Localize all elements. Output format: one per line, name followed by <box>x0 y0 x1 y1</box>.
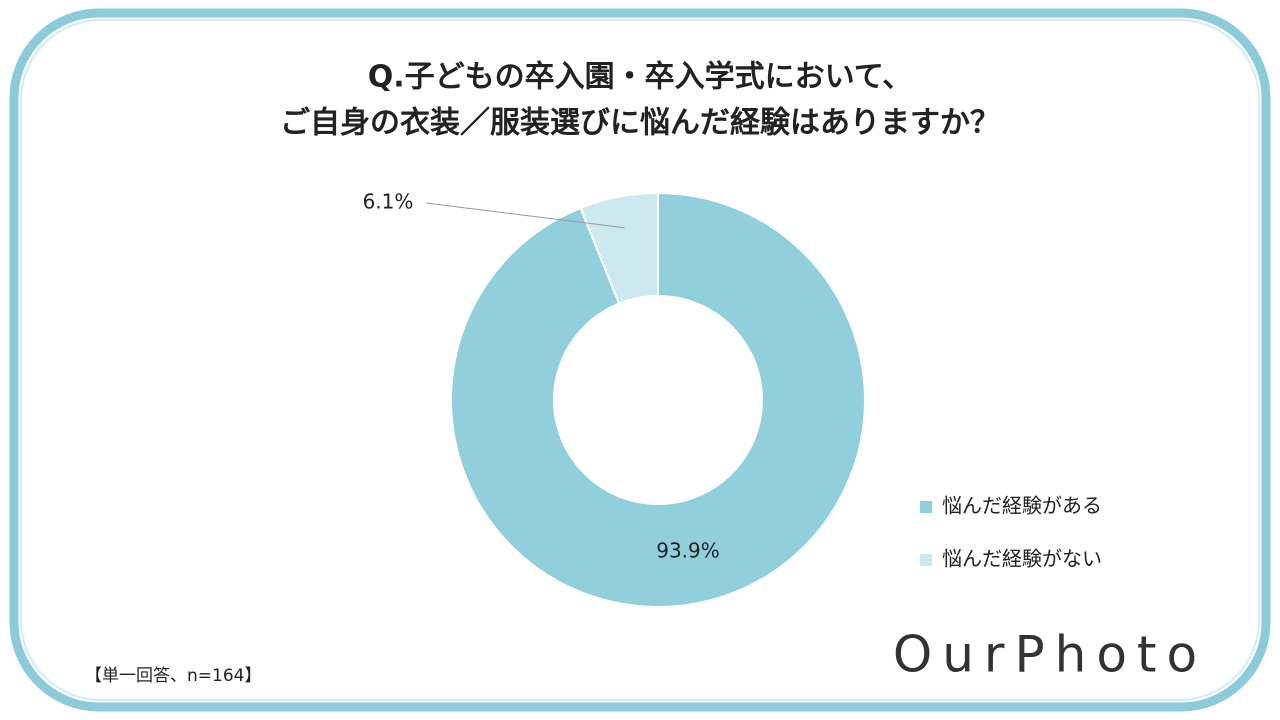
logo: OurPhoto <box>893 626 1207 684</box>
legend-swatch <box>920 554 932 566</box>
leader-line <box>425 202 625 229</box>
donut-segment <box>579 191 659 305</box>
note: 【単一回答、n=164】 <box>85 666 261 686</box>
data-label: 93.9% <box>656 539 720 563</box>
data-label: 6.1% <box>363 190 414 214</box>
legend-label: 悩んだ経験がある <box>942 494 1102 518</box>
frame-inner <box>20 19 1260 701</box>
chart-title: Q.子どもの卒入園・卒入学式において、 <box>368 60 913 95</box>
frame <box>9 8 1271 712</box>
donut-segment <box>450 191 866 608</box>
chart-title: ご自身の衣装／服装選びに悩んだ経験はありますか？ <box>280 106 1000 141</box>
legend-swatch <box>920 501 932 513</box>
legend-label: 悩んだ経験がない <box>942 547 1102 571</box>
